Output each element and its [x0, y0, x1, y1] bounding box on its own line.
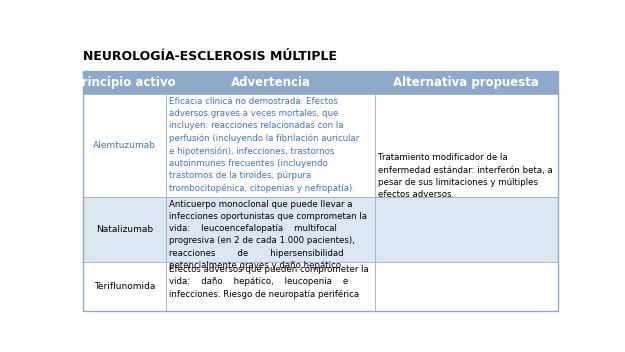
Bar — [375, 197, 558, 262]
Bar — [166, 197, 375, 262]
Text: Anticuerpo monoclonal que puede llevar a
infecciones oportunistas que comprometa: Anticuerpo monoclonal que puede llevar a… — [169, 200, 368, 270]
Bar — [166, 94, 375, 197]
Bar — [166, 262, 375, 310]
Bar — [166, 71, 375, 94]
Text: Alternativa propuesta: Alternativa propuesta — [393, 76, 539, 89]
Bar — [83, 197, 166, 262]
Text: Eficacia clínica no demostrada. Efectos
adversos graves a veces mortales, que
in: Eficacia clínica no demostrada. Efectos … — [169, 97, 359, 193]
Text: Alemtuzumab: Alemtuzumab — [93, 141, 156, 150]
Bar — [375, 71, 558, 94]
Bar — [83, 71, 558, 310]
Text: Teriflunomida: Teriflunomida — [94, 282, 155, 291]
Text: Natalizumab: Natalizumab — [96, 225, 153, 234]
Text: Efectos adversos que pueden comprometer la
vida:    daño    hepático,    leucope: Efectos adversos que pueden comprometer … — [169, 265, 369, 299]
Text: Tratamiento modificador de la
enfermedad estándar: interferón beta, a
pesar de s: Tratamiento modificador de la enfermedad… — [378, 153, 553, 199]
Bar — [83, 94, 166, 197]
Text: NEUROLOGÍA-ESCLEROSIS MÚLTIPLE: NEUROLOGÍA-ESCLEROSIS MÚLTIPLE — [83, 50, 337, 63]
Text: Principio activo: Principio activo — [73, 76, 176, 89]
Text: Advertencia: Advertencia — [231, 76, 311, 89]
Bar — [375, 94, 558, 197]
Bar — [375, 262, 558, 310]
Bar — [83, 71, 166, 94]
Bar — [83, 262, 166, 310]
